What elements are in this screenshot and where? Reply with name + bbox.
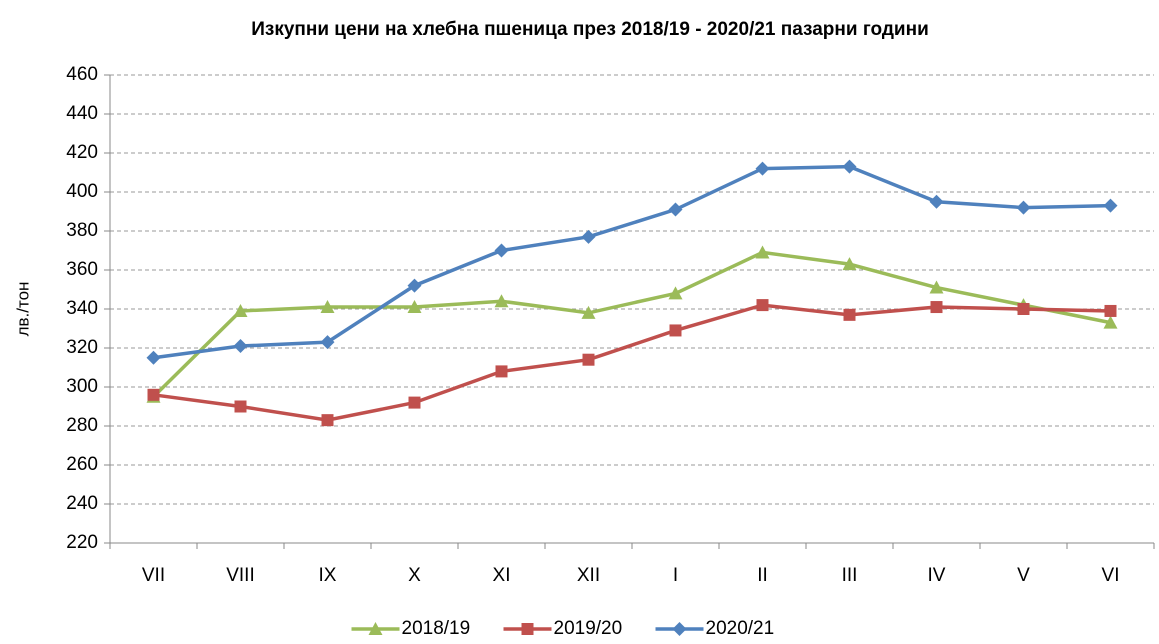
marker bbox=[234, 400, 247, 413]
y-tick-label: 280 bbox=[66, 415, 98, 436]
marker bbox=[494, 243, 509, 258]
marker bbox=[368, 622, 383, 635]
marker bbox=[842, 159, 857, 174]
marker bbox=[672, 622, 687, 636]
marker bbox=[668, 286, 683, 300]
marker bbox=[1103, 315, 1118, 329]
marker bbox=[756, 299, 769, 312]
series-line bbox=[152, 250, 1111, 398]
y-tick-label: 400 bbox=[66, 181, 98, 202]
chart-title: Изкупни цени на хлебна пшеница през 2018… bbox=[251, 19, 929, 40]
y-tick-label: 360 bbox=[66, 259, 98, 280]
x-tick-label: II bbox=[757, 565, 768, 586]
y-tick-label: 320 bbox=[66, 337, 98, 358]
marker bbox=[1104, 304, 1117, 317]
marker bbox=[320, 335, 335, 350]
marker bbox=[843, 308, 856, 321]
x-tick-label: X bbox=[408, 565, 421, 586]
marker bbox=[581, 305, 596, 319]
y-tick-label: 380 bbox=[66, 220, 98, 241]
x-tick-label: I bbox=[673, 565, 678, 586]
marker bbox=[1103, 198, 1118, 213]
x-tick-label: III bbox=[842, 565, 858, 586]
y-tick-label: 300 bbox=[66, 376, 98, 397]
marker bbox=[582, 353, 595, 366]
series-line bbox=[153, 164, 1111, 360]
y-tick-label: 460 bbox=[66, 64, 98, 85]
marker bbox=[407, 278, 422, 293]
legend-label: 2020/21 bbox=[706, 618, 775, 639]
x-tick-label: XI bbox=[493, 565, 511, 586]
x-tick-label: VI bbox=[1102, 565, 1120, 586]
marker bbox=[842, 257, 857, 271]
marker bbox=[521, 623, 534, 635]
y-tick-label: 240 bbox=[66, 493, 98, 514]
marker bbox=[669, 324, 682, 337]
marker bbox=[755, 161, 770, 176]
marker bbox=[929, 280, 944, 294]
marker bbox=[668, 202, 683, 217]
marker bbox=[407, 300, 422, 314]
marker bbox=[495, 365, 508, 378]
legend-label: 2018/19 bbox=[402, 618, 471, 639]
x-tick-label: VII bbox=[142, 565, 165, 586]
x-tick-label: VIII bbox=[226, 565, 255, 586]
y-axis-label: лв./тон bbox=[13, 282, 32, 337]
legend-label: 2019/20 bbox=[554, 618, 623, 639]
marker bbox=[930, 301, 943, 314]
marker bbox=[755, 245, 770, 259]
x-tick-label: XII bbox=[577, 565, 600, 586]
y-tick-label: 340 bbox=[66, 298, 98, 319]
marker bbox=[408, 396, 421, 409]
marker bbox=[581, 229, 596, 244]
marker bbox=[146, 350, 161, 365]
marker bbox=[233, 339, 248, 354]
marker bbox=[147, 388, 160, 401]
x-tick-label: V bbox=[1017, 565, 1030, 586]
y-tick-label: 260 bbox=[66, 454, 98, 475]
y-tick-label: 420 bbox=[66, 142, 98, 163]
marker bbox=[494, 294, 509, 308]
y-tick-label: 220 bbox=[66, 532, 98, 553]
marker bbox=[1016, 200, 1031, 215]
series-line bbox=[153, 303, 1111, 422]
x-tick-label: IV bbox=[928, 565, 946, 586]
x-tick-label: IX bbox=[319, 565, 337, 586]
y-tick-label: 440 bbox=[66, 103, 98, 124]
marker bbox=[929, 194, 944, 209]
marker bbox=[1017, 303, 1030, 315]
marker bbox=[233, 303, 248, 317]
marker bbox=[320, 300, 335, 314]
marker bbox=[321, 414, 334, 427]
